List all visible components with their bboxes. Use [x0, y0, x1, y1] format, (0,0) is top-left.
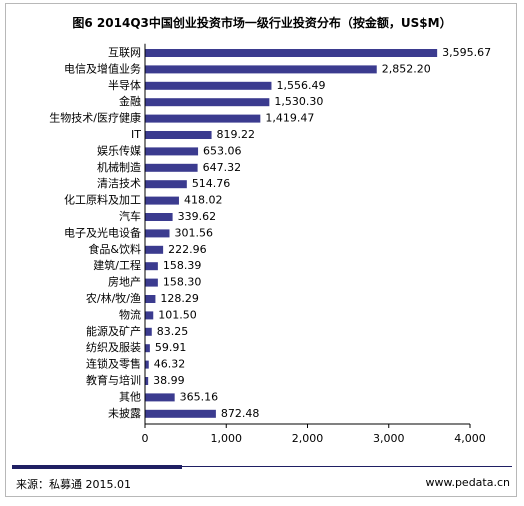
category-label: 互联网 — [108, 46, 141, 59]
category-label: 娱乐传媒 — [97, 143, 141, 157]
category-label: 半导体 — [108, 78, 141, 92]
bar — [145, 147, 199, 156]
bar — [145, 360, 149, 369]
data-label: 872.48 — [221, 407, 260, 420]
category-label: 房地产 — [108, 275, 141, 289]
category-label: 生物技术/医疗健康 — [49, 111, 141, 125]
data-label: 46.32 — [154, 358, 186, 371]
category-label: 教育与培训 — [86, 373, 141, 387]
data-label: 514.76 — [192, 177, 231, 190]
data-label: 339.62 — [178, 210, 217, 223]
data-label: 1,556.49 — [276, 79, 325, 92]
footer-divider — [182, 466, 512, 467]
chart-title: 图6 2014Q3中国创业投资市场一级行业投资分布（按金额，US$M） — [72, 16, 452, 30]
x-tick-label: 1,000 — [211, 432, 243, 445]
bar — [145, 409, 216, 418]
category-label: 建筑/工程 — [93, 258, 141, 272]
bar — [145, 98, 270, 107]
bar — [145, 245, 164, 254]
bar — [145, 213, 173, 221]
data-label: 647.32 — [203, 161, 242, 174]
bar — [145, 295, 156, 303]
bar — [145, 278, 158, 287]
category-label: 连锁及零售 — [86, 357, 141, 371]
bar — [145, 327, 152, 336]
bar — [145, 114, 261, 123]
category-label: 能源及矿产 — [86, 324, 141, 338]
data-label: 128.29 — [160, 292, 199, 305]
bar — [145, 393, 175, 402]
category-label: 清洁技术 — [97, 177, 141, 190]
bar — [145, 163, 198, 172]
x-tick-label: 3,000 — [373, 432, 405, 445]
data-label: 653.06 — [203, 144, 242, 157]
category-label: 电信及增值业务 — [64, 61, 141, 75]
data-label: 38.99 — [153, 374, 185, 387]
chart-frame — [5, 3, 517, 497]
category-label: IT — [131, 128, 141, 141]
bar — [145, 311, 154, 320]
data-label: 158.30 — [163, 276, 202, 289]
category-label: 电子及光电设备 — [64, 225, 141, 239]
data-label: 222.96 — [168, 243, 207, 256]
footer-accent-bar — [12, 465, 182, 469]
data-label: 158.39 — [163, 259, 202, 272]
data-label: 819.22 — [217, 128, 256, 141]
bar — [145, 377, 149, 385]
data-label: 418.02 — [184, 194, 223, 207]
category-label: 其他 — [119, 390, 141, 403]
bar — [145, 229, 170, 238]
category-label: 金融 — [119, 94, 141, 108]
category-label: 化工原料及加工 — [64, 193, 141, 207]
bar — [145, 49, 438, 57]
bar — [145, 81, 272, 90]
bar — [145, 196, 179, 205]
data-label: 59.91 — [155, 341, 187, 354]
bar — [145, 65, 377, 74]
data-label: 2,852.20 — [382, 62, 431, 75]
data-label: 301.56 — [175, 226, 214, 239]
category-label: 食品&饮料 — [88, 242, 141, 256]
category-label: 物流 — [119, 307, 141, 321]
data-label: 101.50 — [158, 308, 197, 321]
bar — [145, 180, 187, 189]
bar — [145, 262, 158, 271]
data-label: 1,419.47 — [265, 112, 314, 125]
category-label: 纺织及服装 — [86, 340, 141, 354]
data-label: 365.16 — [180, 390, 219, 403]
x-tick-label: 4,000 — [454, 432, 486, 445]
category-label: 农/林/牧/渔 — [86, 291, 141, 305]
bar — [145, 344, 150, 353]
source-note: 来源：私募通 2015.01 — [16, 478, 131, 491]
data-label: 83.25 — [157, 325, 189, 338]
bar — [145, 131, 212, 139]
website-label: www.pedata.cn — [425, 476, 510, 489]
data-label: 1,530.30 — [274, 95, 323, 108]
category-label: 机械制造 — [97, 160, 141, 174]
x-tick-label: 2,000 — [292, 432, 324, 445]
category-label: 未披露 — [108, 406, 141, 420]
x-tick-label: 0 — [142, 432, 149, 445]
bar-chart: 互联网 3,595.67 电信及增值业务 2,852.20 半导体 1,556.49 金融 1… — [49, 43, 491, 445]
data-label: 3,595.67 — [442, 46, 491, 59]
category-label: 汽车 — [119, 209, 141, 223]
